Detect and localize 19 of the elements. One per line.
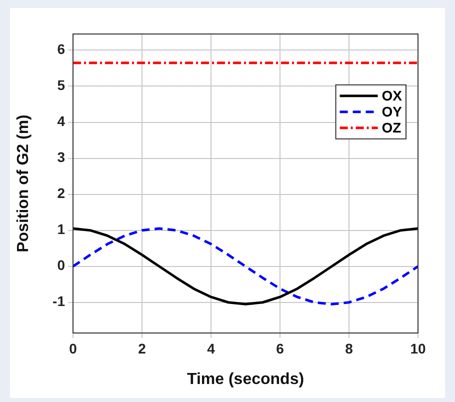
y-tick-label: 3 <box>57 149 66 166</box>
x-tick-label: 0 <box>69 340 78 356</box>
y-tick-label: 4 <box>57 113 66 130</box>
x-tick-label: 10 <box>410 340 426 356</box>
y-tick-label: 6 <box>57 41 66 58</box>
x-tick-label: 6 <box>276 340 284 356</box>
x-tick-label: 2 <box>138 340 146 356</box>
legend-label: OZ <box>382 120 402 136</box>
x-tick-label: 4 <box>207 340 216 356</box>
x-axis-title: Time (seconds) <box>186 370 304 388</box>
y-tick-label: 0 <box>57 257 66 274</box>
x-tick-label: 8 <box>345 340 354 356</box>
y-tick-label: -1 <box>52 293 66 310</box>
y-tick-label: 5 <box>57 77 66 94</box>
legend-label: OX <box>382 88 403 104</box>
y-tick-label: 2 <box>57 185 66 202</box>
legend-label: OY <box>382 104 403 120</box>
y-tick-label: 1 <box>57 221 66 238</box>
y-axis-title: Position of G2 (m) <box>15 114 32 252</box>
